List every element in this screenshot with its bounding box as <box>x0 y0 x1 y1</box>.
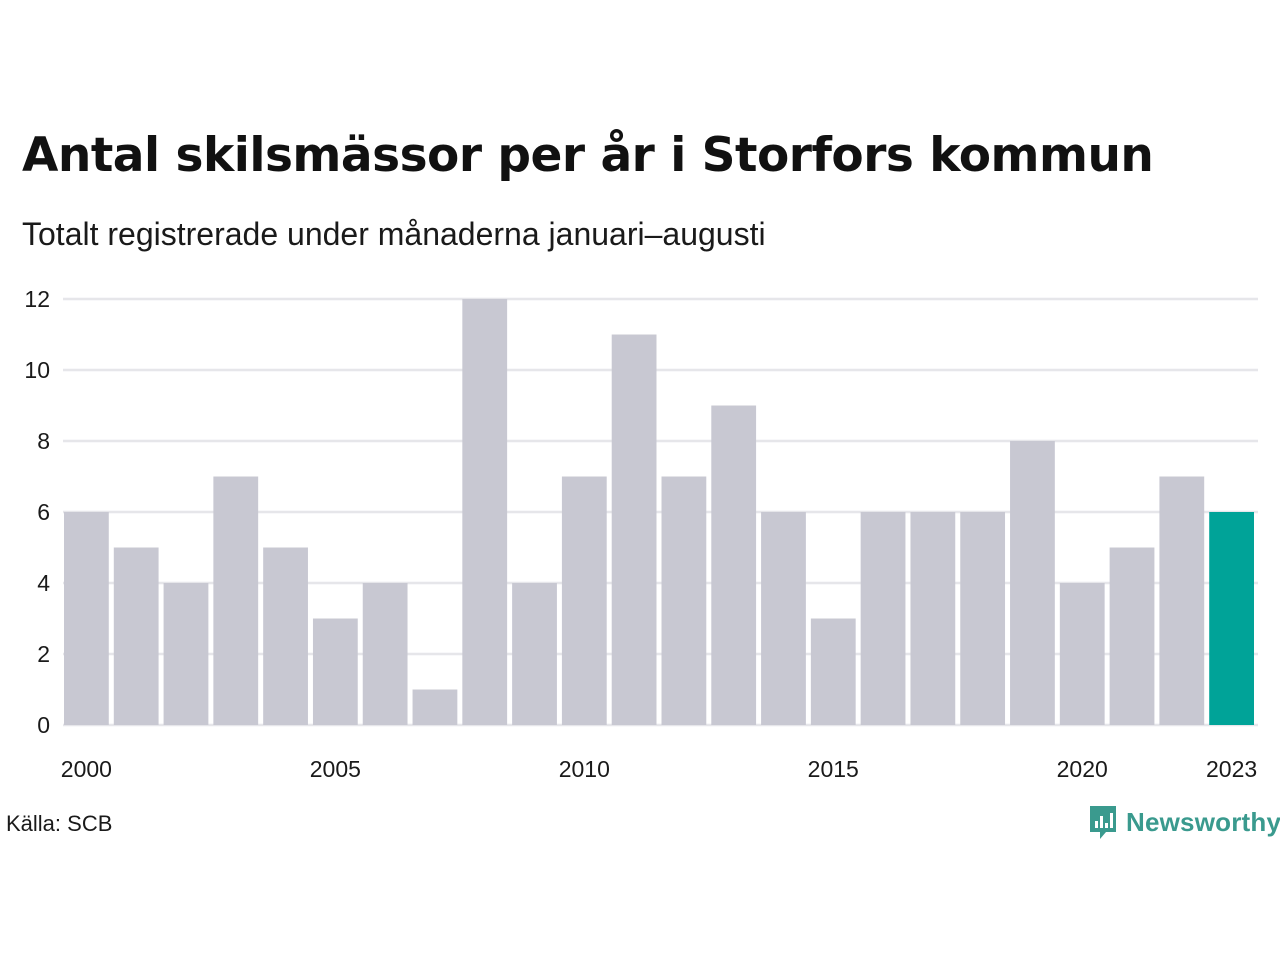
bar-2012 <box>661 476 707 725</box>
bar-2002 <box>163 583 209 725</box>
bar-2008 <box>462 299 508 725</box>
bar-2009 <box>512 583 557 725</box>
chart-subtitle: Totalt registrerade under månaderna janu… <box>22 216 766 252</box>
y-axis-ticks: 0 2 4 6 8 10 12 <box>24 286 50 738</box>
bar-2003 <box>213 476 259 725</box>
bars <box>64 299 1254 725</box>
chart-title: Antal skilsmässor per år i Storfors komm… <box>22 128 1154 183</box>
bar-2017 <box>910 512 956 725</box>
y-tick-label: 0 <box>37 712 50 738</box>
y-tick-label: 8 <box>37 428 50 454</box>
x-tick-label: 2015 <box>808 756 859 782</box>
bar-2013 <box>711 405 757 725</box>
bar-2007 <box>412 689 458 725</box>
bar-2021 <box>1109 547 1155 725</box>
bar-chart: 0 2 4 6 8 10 12 2000 2005 2010 2015 2020 2023 <box>24 286 1258 782</box>
bar-2010 <box>561 476 607 725</box>
bar-2018 <box>960 512 1006 725</box>
newsworthy-logo-icon <box>1090 806 1116 839</box>
y-tick-label: 6 <box>37 499 50 525</box>
bar-2011 <box>611 334 657 725</box>
bar-2000 <box>64 512 109 725</box>
x-axis-ticks: 2000 2005 2010 2015 2020 2023 <box>61 756 1257 782</box>
bar-2020 <box>1059 583 1105 725</box>
x-tick-label: 2020 <box>1057 756 1108 782</box>
x-tick-label: 2000 <box>61 756 112 782</box>
x-tick-label: 2005 <box>310 756 361 782</box>
bar-2006 <box>362 583 408 725</box>
logo-text: Newsworthy <box>1126 806 1280 837</box>
gridlines <box>63 297 1258 727</box>
newsworthy-logo: Newsworthy <box>1088 804 1280 840</box>
bar-2016 <box>860 512 906 725</box>
bar-2001 <box>113 547 159 725</box>
bar-2022 <box>1159 476 1205 725</box>
bar-2005 <box>312 618 358 725</box>
bar-2019 <box>1010 441 1055 725</box>
y-tick-label: 4 <box>37 570 50 596</box>
bar-2004 <box>263 547 308 725</box>
bar-2014 <box>761 512 806 725</box>
y-tick-label: 12 <box>24 286 50 312</box>
x-tick-label: 2010 <box>559 756 610 782</box>
bar-2023 <box>1209 512 1254 725</box>
bar-2015 <box>810 618 856 725</box>
y-tick-label: 2 <box>37 641 50 667</box>
x-tick-label: 2023 <box>1206 756 1257 782</box>
source-note: Källa: SCB <box>6 811 113 836</box>
y-tick-label: 10 <box>24 357 50 383</box>
